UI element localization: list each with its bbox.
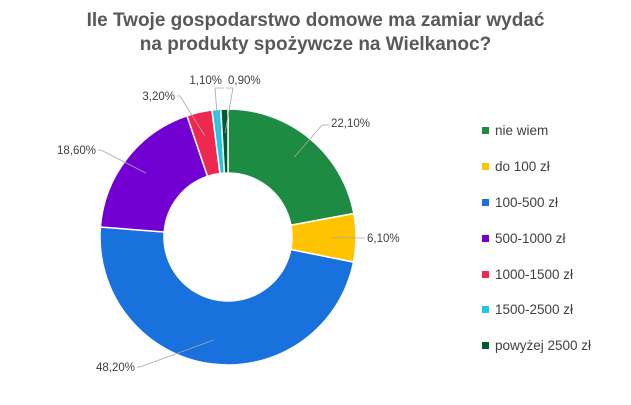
chart-title: Ile Twoje gospodarstwo domowe ma zamiar … — [0, 9, 631, 57]
data-label-500-1000-z: 18,60% — [57, 145, 96, 157]
legend-label-do-100-z: do 100 zł — [495, 159, 550, 175]
legend-swatch-1500-2500-z — [482, 306, 489, 314]
legend-item-nie-wiem: nie wiem — [482, 113, 591, 149]
data-label-1000-1500-z: 3,20% — [142, 91, 175, 103]
legend-item-1000-1500-z: 1000-1500 zł — [482, 256, 591, 292]
slice-100-500-z — [99, 226, 355, 366]
data-label-do-100-z: 6,10% — [367, 233, 400, 245]
data-label-powy-ej-2500-z: 0,90% — [228, 75, 261, 87]
legend-item-powy-ej-2500-z: powyżej 2500 zł — [482, 328, 591, 364]
chart-legend: nie wiem do 100 zł 100-500 zł 500-1000 zł 10… — [482, 113, 591, 364]
legend-label-100-500-z: 100-500 zł — [495, 194, 559, 210]
legend-swatch-nie-wiem — [482, 127, 489, 135]
legend-swatch-do-100-z — [482, 163, 489, 171]
data-label-100-500-z: 48,20% — [96, 362, 135, 374]
data-label-nie-wiem: 22,10% — [331, 118, 370, 130]
leader-line-500-1000-z — [98, 149, 147, 174]
leader-line-powy-ej-2500-z — [224, 87, 234, 134]
legend-label-1000-1500-z: 1000-1500 zł — [495, 266, 574, 282]
legend-label-1500-2500-z: 1500-2500 zł — [495, 302, 574, 318]
chart-title-line-1: Ile Twoje gospodarstwo domowe ma zamiar … — [86, 10, 545, 31]
leader-line-1500-2500-z — [214, 87, 224, 134]
slice-500-1000-z — [99, 114, 209, 233]
data-label-1500-2500-z: 1,10% — [189, 75, 222, 87]
legend-item-500-1000-z: 500-1000 zł — [482, 220, 591, 256]
legend-label-nie-wiem: nie wiem — [495, 123, 549, 139]
leader-line-1000-1500-z — [177, 95, 206, 136]
chart-title-line-2: na produkty spożywcze na Wielkanoc? — [139, 34, 492, 55]
legend-item-1500-2500-z: 1500-2500 zł — [482, 292, 591, 328]
legend-swatch-100-500-z — [482, 198, 489, 206]
legend-item-100-500-z: 100-500 zł — [482, 185, 591, 221]
legend-swatch-1000-1500-z — [482, 270, 489, 278]
legend-item-do-100-z: do 100 zł — [482, 149, 591, 185]
legend-swatch-powy-ej-2500-z — [482, 342, 489, 350]
leader-line-100-500-z — [137, 339, 214, 368]
legend-swatch-500-1000-z — [482, 234, 489, 242]
legend-label-500-1000-z: 500-1000 zł — [495, 230, 566, 246]
leader-line-nie-wiem — [294, 124, 329, 158]
legend-label-powy-ej-2500-z: powyżej 2500 zł — [495, 338, 592, 354]
slice-nie-wiem — [227, 108, 355, 227]
